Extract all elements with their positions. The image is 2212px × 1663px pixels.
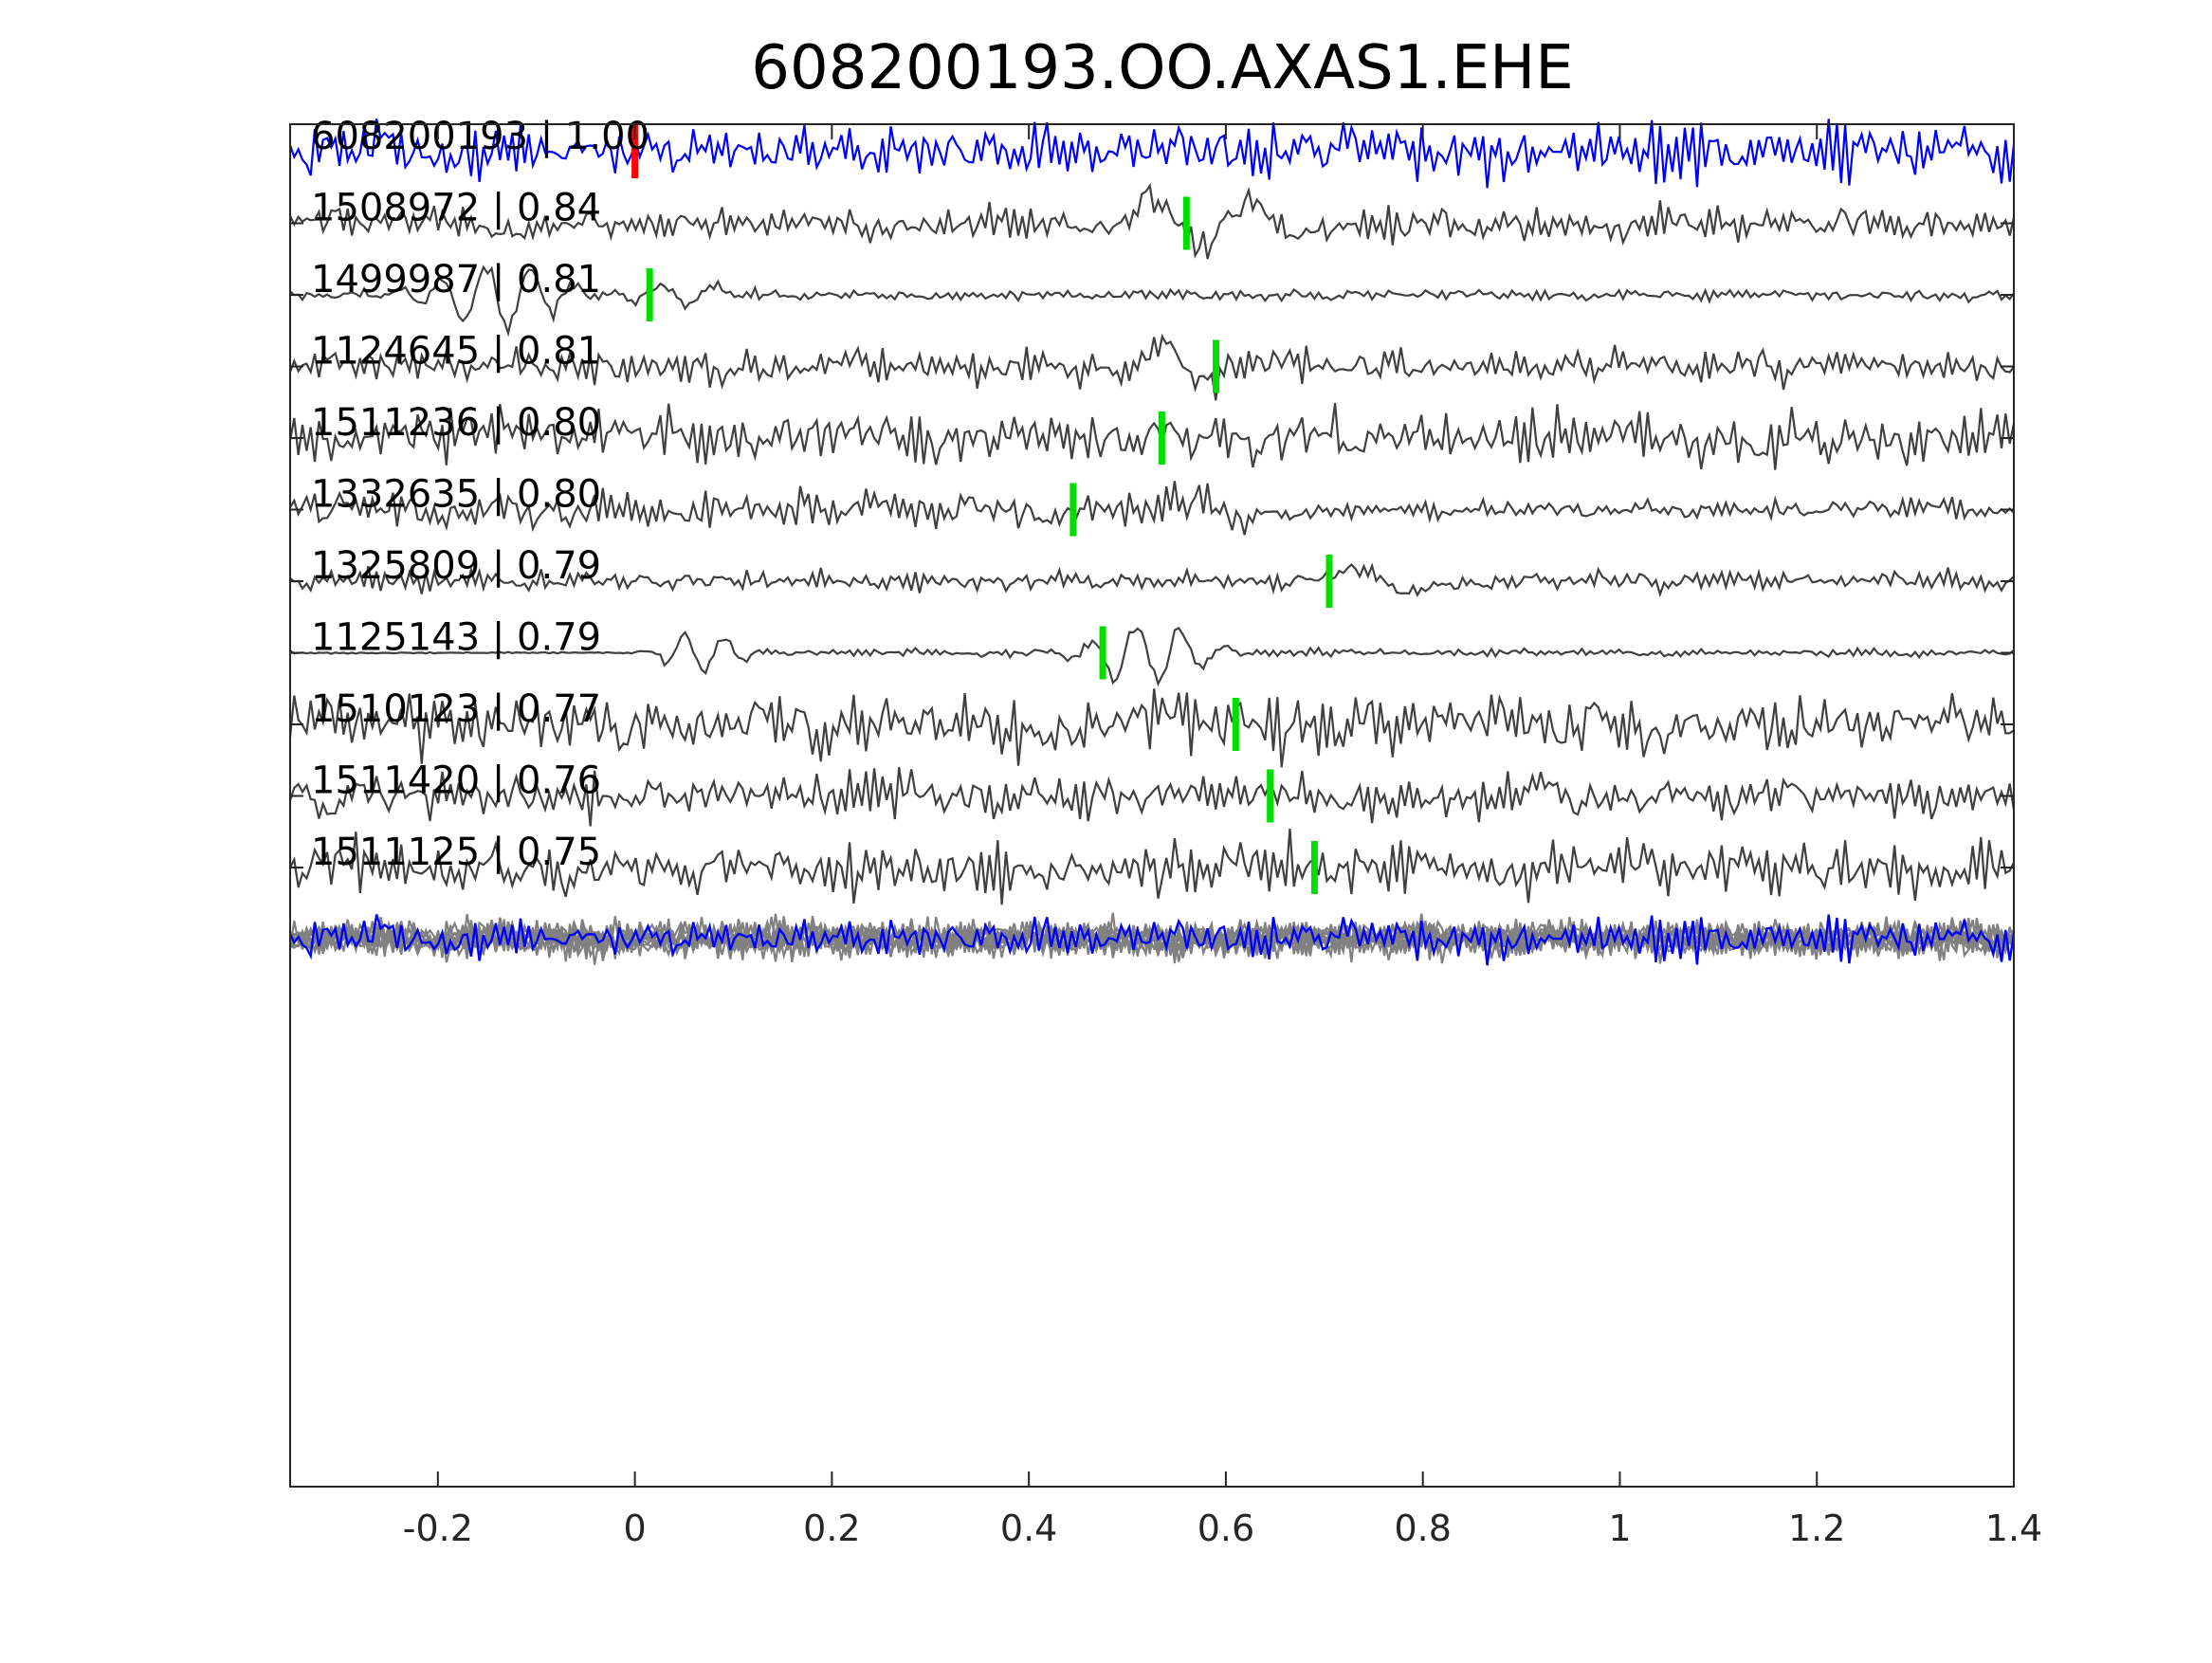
x-tick-label: 0 (624, 1508, 647, 1549)
trace-1511420 (288, 767, 2016, 827)
trace-608200193 (288, 118, 2016, 189)
plot-area: 608200193 | 1.00 1508972 | 0.84 1499987 | … (288, 115, 2042, 1549)
trace-1325809 (289, 562, 2015, 598)
trace-1511125 (289, 828, 2015, 905)
x-tick-label: 0.8 (1394, 1508, 1451, 1549)
trace-label-1510123: 1510123 | 0.77 (311, 687, 601, 731)
x-tick-label: 0.4 (1000, 1508, 1057, 1549)
trace-1332635 (289, 481, 2015, 536)
stack-trace-1511125 (289, 913, 2016, 964)
trace-1508972 (289, 183, 2016, 260)
x-tick-label: -0.2 (403, 1508, 473, 1549)
axes-frame (289, 123, 2015, 1488)
x-tick-label: 1.4 (1985, 1508, 2042, 1549)
trace-label-1511125: 1511125 | 0.75 (311, 831, 601, 874)
x-tick-label: 1.2 (1788, 1508, 1845, 1549)
stack-template-trace (288, 914, 2016, 966)
x-tick-label: 0.2 (803, 1508, 860, 1549)
trace-label-1332635: 1332635 | 0.80 (311, 473, 601, 517)
trace-label-608200193: 608200193 | 1.00 (311, 115, 649, 158)
trace-1511236 (288, 402, 2016, 470)
trace-1124645 (288, 333, 2015, 401)
trace-1499987 (289, 265, 2015, 338)
trace-label-1508972: 1508972 | 0.84 (311, 187, 601, 230)
trace-label-1511420: 1511420 | 0.76 (311, 759, 601, 803)
x-tick-label: 0.6 (1197, 1508, 1254, 1549)
trace-label-1325809: 1325809 | 0.79 (311, 544, 601, 588)
chart-title: 608200193.OO.AXAS1.EHE (751, 33, 1573, 103)
trace-1125143 (289, 626, 2015, 687)
trace-1510123 (288, 688, 2015, 768)
trace-label-1125143: 1125143 | 0.79 (311, 616, 601, 660)
trace-label-1499987: 1499987 | 0.81 (311, 258, 601, 302)
trace-label-1511236: 1511236 | 0.80 (311, 401, 601, 445)
trace-label-1124645: 1124645 | 0.81 (311, 330, 601, 374)
x-tick-label: 1 (1608, 1508, 1631, 1549)
